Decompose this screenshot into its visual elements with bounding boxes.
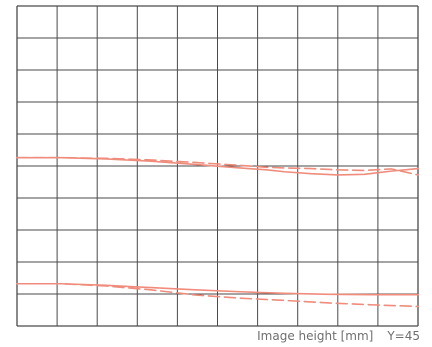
x-axis-label: Image height [mm] — [257, 329, 374, 343]
grid — [16, 5, 419, 327]
annotation-label: Y=45 — [387, 329, 420, 343]
series-line-4-dashed — [16, 282, 419, 308]
plot-area — [16, 156, 419, 308]
axis-caption: Image height [mm] Y=45 — [257, 329, 420, 343]
series-line-2-dashed — [16, 156, 419, 176]
